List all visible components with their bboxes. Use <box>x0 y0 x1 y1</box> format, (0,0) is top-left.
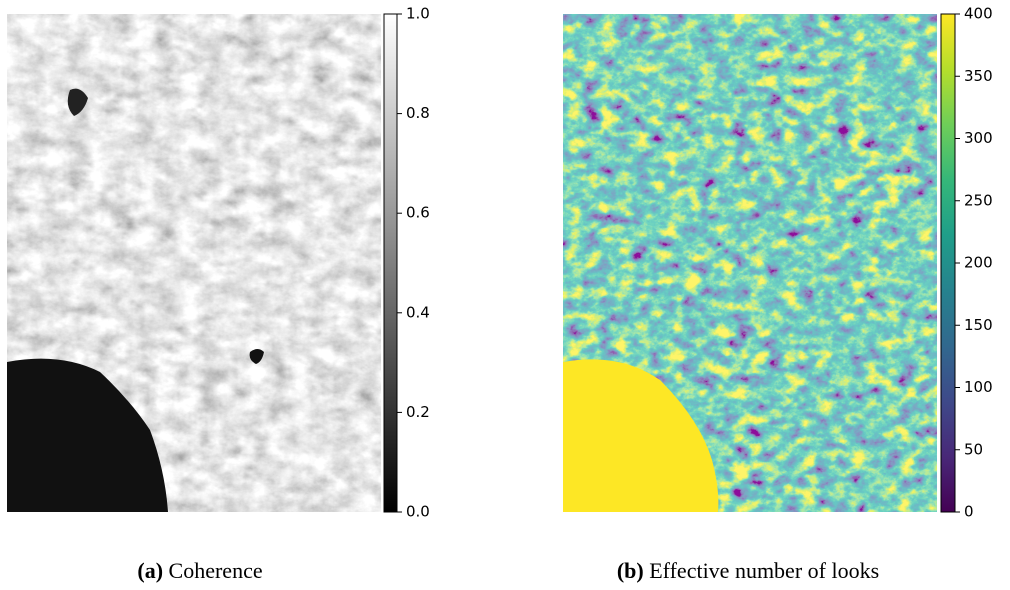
colorbar-tick-label: 0.6 <box>406 204 430 222</box>
colorbar <box>941 14 955 512</box>
caption-text: Effective number of looks <box>649 558 879 583</box>
colorbar-tick-label: 100 <box>964 378 993 396</box>
coherence-image <box>7 14 381 512</box>
figure: 0.0 0.2 0.4 0.6 0.8 1.0 0 50 100 150 200 250 300 350 4… <box>0 0 1010 590</box>
caption-b: (b) Effective number of looks <box>617 558 879 583</box>
colorbar-tick-label: 0.4 <box>406 303 430 321</box>
colorbar-tick-label: 300 <box>964 129 993 147</box>
colorbar-tick-label: 250 <box>964 191 993 209</box>
looks-image <box>563 14 937 512</box>
colorbar-tick-label: 1.0 <box>406 5 430 23</box>
colorbar-tick-label: 0.2 <box>406 403 430 421</box>
colorbar-tick-label: 350 <box>964 67 993 85</box>
colorbar-tick-label: 0.0 <box>406 503 430 521</box>
caption-text: Coherence <box>169 558 263 583</box>
colorbar-tick-label: 150 <box>964 316 993 334</box>
colorbar-tick-label: 50 <box>964 440 983 458</box>
caption-a: (a) Coherence <box>137 558 262 583</box>
colorbar-tick-label: 400 <box>964 5 993 23</box>
colorbar-tick-label: 200 <box>964 254 993 272</box>
panel-label: (a) <box>137 558 163 583</box>
colorbar-tick-label: 0 <box>964 503 974 521</box>
panel-label: (b) <box>617 558 644 583</box>
colorbar <box>384 14 397 512</box>
colorbar-tick-label: 0.8 <box>406 104 430 122</box>
